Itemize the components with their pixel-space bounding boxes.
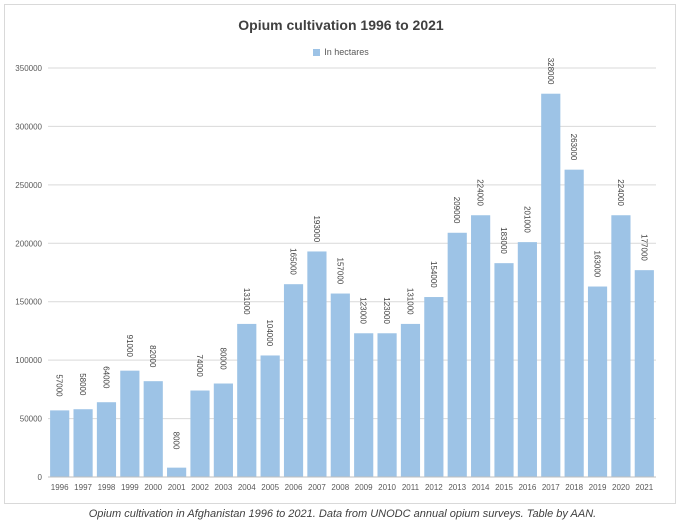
bar [494,263,514,477]
data-label: 177000 [639,234,648,261]
x-tick-label: 2012 [425,483,443,492]
x-tick-label: 2002 [191,483,209,492]
data-label: 224000 [616,179,625,206]
bar [260,355,280,477]
x-tick-label: 2019 [589,483,607,492]
data-label: 328000 [546,58,555,85]
bar [120,370,140,477]
data-label: 165000 [289,248,298,275]
x-tick-label: 2013 [448,483,466,492]
bar [96,402,117,477]
bar [541,93,561,478]
bar [73,409,93,477]
bar [564,169,584,477]
data-label: 193000 [312,215,321,242]
data-label: 209000 [452,197,461,224]
bar [307,251,327,477]
bar [143,381,163,477]
data-label: 104000 [265,319,274,346]
bar [167,467,187,477]
x-tick-label: 2007 [308,483,326,492]
x-tick-label: 2015 [495,483,513,492]
x-tick-label: 1996 [51,483,69,492]
bar [517,242,537,477]
data-label: 183000 [499,227,508,254]
y-tick-label: 250000 [15,181,42,190]
bar [50,410,70,477]
figure-caption: Opium cultivation in Afghanistan 1996 to… [88,508,597,520]
bar [611,215,631,478]
y-tick-label: 100000 [15,356,42,365]
x-tick-label: 2003 [214,483,232,492]
y-tick-label: 150000 [15,298,42,307]
data-label: 80000 [218,348,227,371]
x-tick-label: 2004 [238,483,256,492]
bar [377,333,397,477]
bar [634,270,654,477]
data-label: 154000 [429,261,438,288]
bar [237,323,257,477]
x-tick-label: 2010 [378,483,396,492]
x-tick-label: 2011 [402,483,420,492]
bar [283,284,304,477]
data-label: 74000 [195,355,204,378]
x-tick-label: 2020 [612,483,630,492]
y-tick-label: 300000 [15,122,42,131]
x-tick-label: 2017 [542,483,560,492]
x-tick-label: 2021 [635,483,653,492]
x-tick-label: 2006 [285,483,303,492]
x-tick-label: 1999 [121,483,139,492]
data-label: 64000 [101,366,110,389]
x-tick-label: 2008 [331,483,349,492]
data-label: 91000 [125,335,134,358]
data-label: 157000 [335,258,344,285]
x-tick-label: 2018 [565,483,583,492]
bar [330,293,350,477]
bar [471,215,491,478]
y-tick-label: 350000 [15,64,42,73]
data-label: 201000 [522,206,531,233]
bar [190,390,210,477]
y-tick-label: 50000 [20,415,43,424]
legend-label: In hectares [324,47,369,57]
data-label: 131000 [242,288,251,315]
bar [447,232,467,477]
data-label: 123000 [382,297,391,324]
data-label: 131000 [405,288,414,315]
x-tick-label: 2016 [518,483,536,492]
x-tick-label: 2001 [168,483,186,492]
data-label: 163000 [593,251,602,278]
data-label: 8000 [172,432,181,450]
bar [424,297,444,477]
data-label: 58000 [78,373,87,396]
x-tick-label: 1998 [98,483,116,492]
bar [587,286,608,477]
x-tick-label: 2005 [261,483,279,492]
bar [400,323,421,477]
data-label: 57000 [55,374,64,397]
y-tick-label: 200000 [15,239,42,248]
bar [213,383,233,477]
data-label: 224000 [476,179,485,206]
y-tick-label: 0 [38,473,43,482]
data-label: 123000 [359,297,368,324]
x-tick-label: 2009 [355,483,373,492]
bar [354,333,374,477]
x-tick-label: 1997 [74,483,92,492]
x-tick-label: 2000 [144,483,162,492]
data-label: 263000 [569,134,578,161]
chart-title: Opium cultivation 1996 to 2021 [238,17,444,33]
legend: In hectares [5,47,677,57]
legend-swatch [313,49,321,56]
data-label: 82000 [148,345,157,368]
x-tick-label: 2014 [472,483,490,492]
